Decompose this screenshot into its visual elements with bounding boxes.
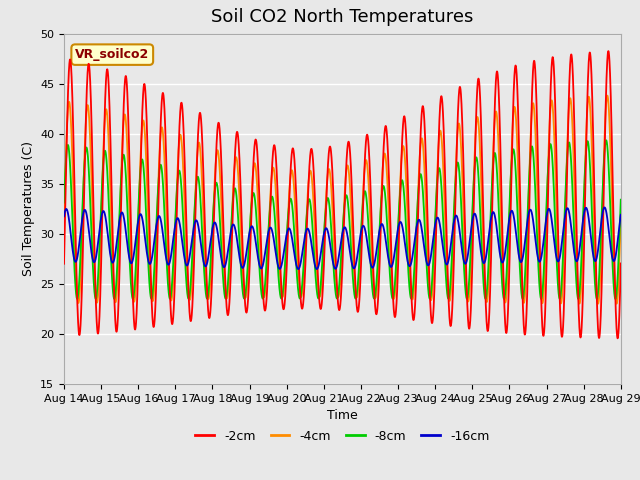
- Legend: -2cm, -4cm, -8cm, -16cm: -2cm, -4cm, -8cm, -16cm: [191, 425, 494, 448]
- Text: VR_soilco2: VR_soilco2: [75, 48, 149, 61]
- X-axis label: Time: Time: [327, 409, 358, 422]
- Y-axis label: Soil Temperatures (C): Soil Temperatures (C): [22, 141, 35, 276]
- Title: Soil CO2 North Temperatures: Soil CO2 North Temperatures: [211, 9, 474, 26]
